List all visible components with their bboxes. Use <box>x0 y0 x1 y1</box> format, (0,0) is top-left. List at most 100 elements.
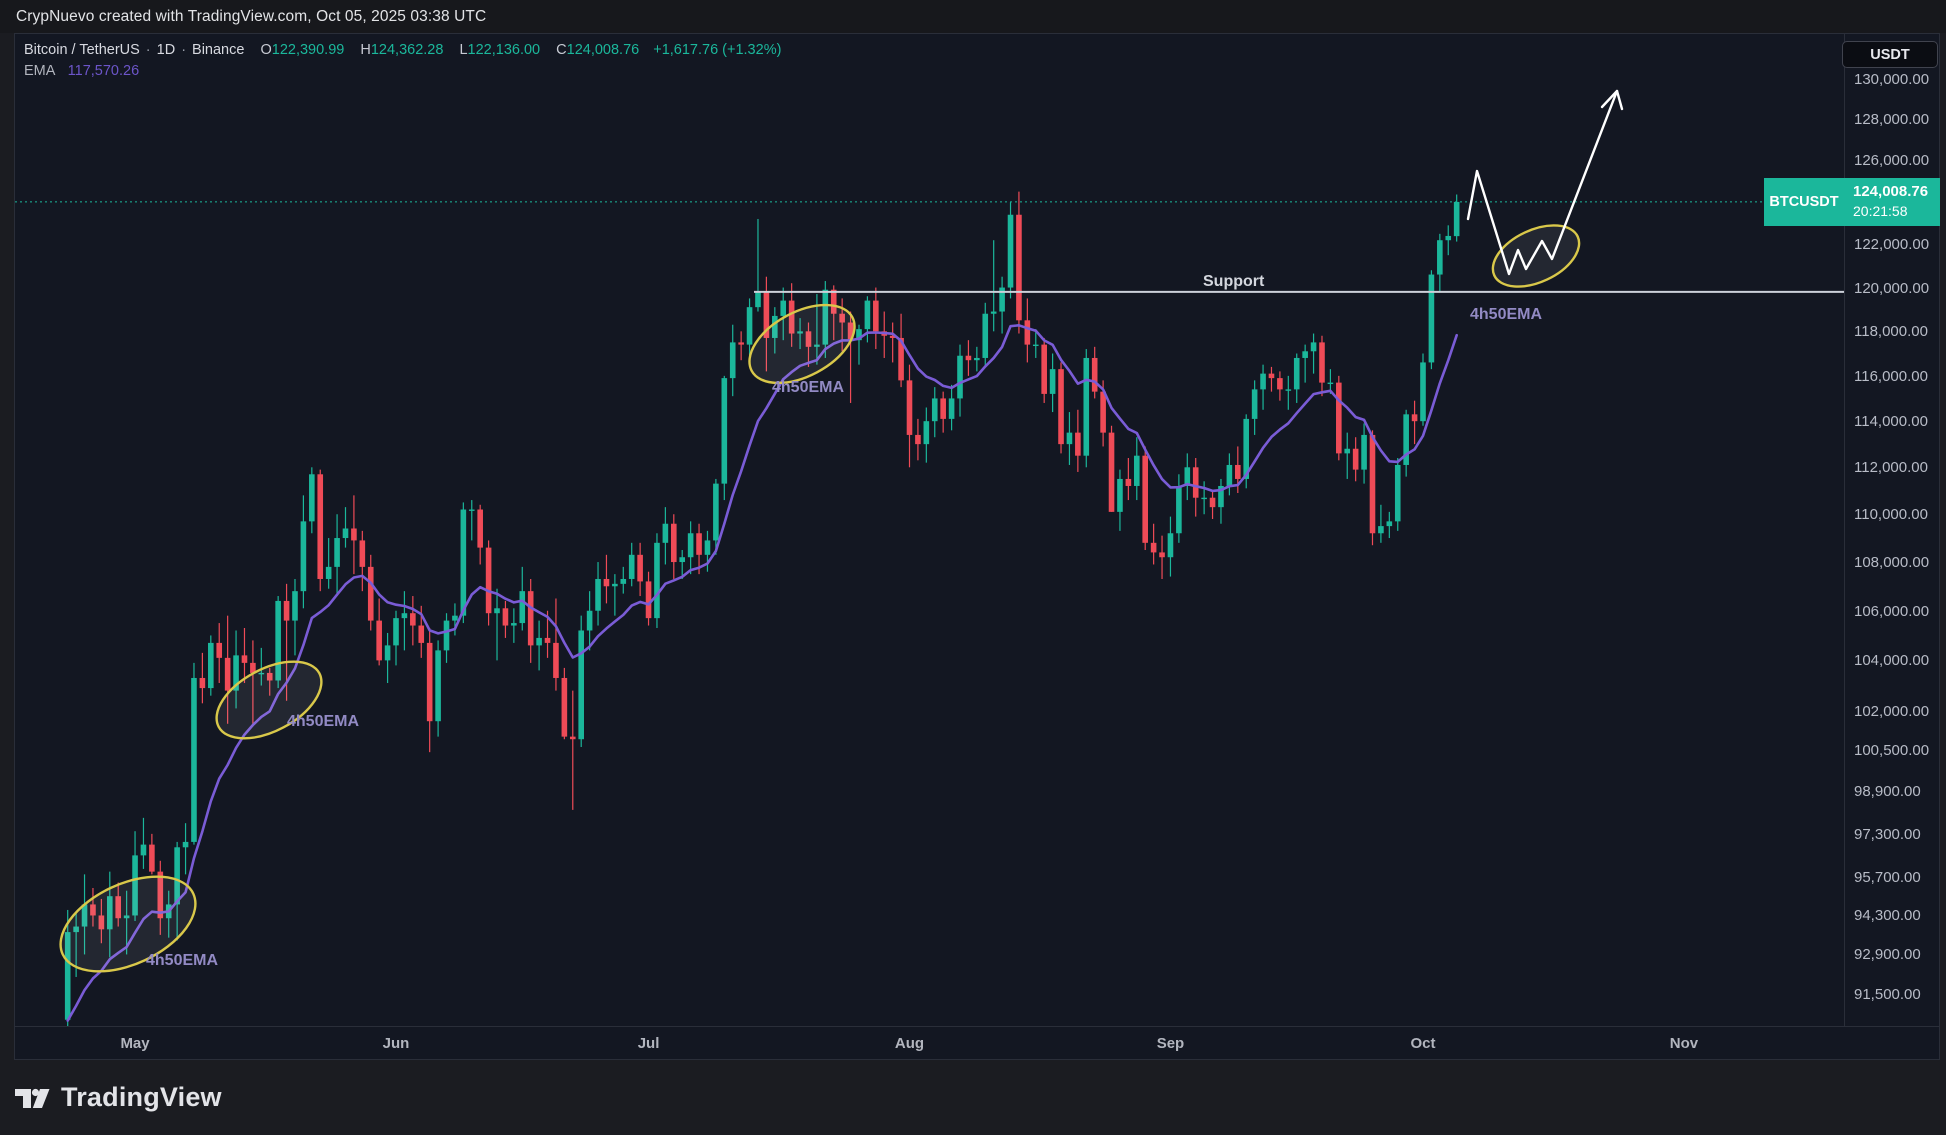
candle <box>687 521 694 575</box>
ema-annotation-label: 4h50EMA <box>287 713 359 730</box>
time-axis[interactable]: May Jun Jul Aug Sep Oct Nov <box>15 1026 1939 1060</box>
candle <box>1226 453 1233 496</box>
price-tick-label: 94,300.00 <box>1854 907 1921 925</box>
price-label-values: 124,008.76 20:21:58 <box>1844 177 1940 226</box>
price-label-symbol: BTCUSDT <box>1764 177 1844 226</box>
candlestick-chart[interactable]: Support 4h50EMA 4h50EMA 4h50EMA 4h50EMA <box>15 34 1844 1026</box>
candle <box>208 635 214 696</box>
candle <box>940 391 946 433</box>
price-tick-label: 102,000.00 <box>1854 702 1930 720</box>
candle <box>477 504 483 565</box>
candle <box>81 874 88 955</box>
separator: · <box>145 42 151 58</box>
high-label: H <box>360 42 371 58</box>
candle <box>443 613 450 663</box>
candle <box>1411 400 1418 445</box>
candle <box>393 610 399 666</box>
month-tick-label: Oct <box>1410 1035 1436 1052</box>
highlight-ellipse <box>59 875 197 973</box>
candle <box>780 287 787 341</box>
candle <box>1344 432 1351 479</box>
candle <box>772 307 778 354</box>
candle <box>1369 430 1376 546</box>
candle <box>527 578 534 663</box>
candle <box>822 281 829 358</box>
ema-indicator-value: 117,570.26 <box>67 63 140 79</box>
chart-panel: Support 4h50EMA 4h50EMA 4h50EMA 4h50EMA Bitc… <box>14 33 1940 1060</box>
candle <box>729 324 736 397</box>
candle <box>1420 353 1426 426</box>
candle <box>376 598 382 666</box>
candle <box>586 591 593 651</box>
candle <box>494 588 500 661</box>
candle <box>309 467 315 534</box>
candle <box>216 623 223 684</box>
candle <box>1041 337 1047 403</box>
legend-symbol-row: Bitcoin / TetherUS · 1D · Binance O122,390.9… <box>24 40 781 61</box>
exchange-label: Binance <box>192 42 245 58</box>
candle <box>915 418 921 461</box>
price-label-price: 124,008.76 <box>1853 182 1929 200</box>
candle <box>241 628 248 684</box>
month-tick-label: Jul <box>637 1035 660 1052</box>
price-axis[interactable]: 130,000.00128,000.00126,000.00124,000.00… <box>1844 34 1939 1026</box>
candle <box>1394 458 1401 531</box>
footer-branding: TradingView <box>0 1060 1946 1135</box>
candle <box>670 514 677 579</box>
highlight-ellipse <box>215 660 323 740</box>
price-tick-label: 91,500.00 <box>1854 986 1921 1003</box>
price-tick-label: 116,000.00 <box>1854 367 1928 385</box>
close-label: C <box>556 42 567 58</box>
price-tick-label: 106,000.00 <box>1854 602 1930 620</box>
currency-unit-button[interactable]: USDT <box>1842 41 1938 68</box>
separator: · <box>181 42 187 58</box>
candle <box>948 384 955 431</box>
candle <box>1336 375 1342 461</box>
candle <box>746 298 753 358</box>
month-tick-label: Jun <box>382 1035 410 1052</box>
candle <box>1201 481 1207 515</box>
candle <box>325 538 332 589</box>
candle <box>713 478 719 555</box>
candle <box>1016 191 1022 334</box>
candle <box>1428 270 1435 370</box>
candle <box>275 596 281 689</box>
candle <box>923 407 930 463</box>
candle <box>1049 353 1056 413</box>
candle <box>645 571 652 626</box>
highlight-ellipse <box>1491 224 1581 288</box>
candle <box>317 469 324 592</box>
candle <box>132 831 138 921</box>
candle <box>334 514 340 597</box>
candle <box>292 578 298 656</box>
candle <box>637 542 643 597</box>
change-value: +1,617.76 (+1.32%) <box>653 42 782 58</box>
legend-ema-row: EMA 117,570.26 <box>24 61 781 82</box>
candle <box>98 898 105 944</box>
candle <box>351 495 357 575</box>
candle <box>662 507 669 565</box>
candle <box>460 502 467 624</box>
candle <box>115 882 122 927</box>
candle <box>1285 375 1292 410</box>
candle <box>578 615 584 747</box>
candle <box>182 823 189 875</box>
price-tick-label: 95,700.00 <box>1854 869 1921 887</box>
price-tick-label: 97,300.00 <box>1854 825 1921 843</box>
candle <box>1403 409 1409 477</box>
price-tick-label: 110,000.00 <box>1854 506 1928 524</box>
price-tick-label: 118,000.00 <box>1854 323 1928 341</box>
current-price-label: BTCUSDT 124,008.76 20:21:58 <box>1764 177 1940 226</box>
low-value: 122,136.00 <box>467 42 541 58</box>
candle <box>654 533 660 629</box>
ema-annotation-label: 4h50EMA <box>1470 306 1542 323</box>
candle <box>738 331 744 361</box>
candle <box>1159 535 1165 579</box>
candle <box>1091 346 1098 399</box>
candle <box>106 871 113 958</box>
candle <box>965 340 972 376</box>
candle <box>679 550 686 579</box>
candle <box>1075 409 1081 472</box>
price-tick-label: 114,000.00 <box>1854 413 1928 431</box>
candle <box>266 667 273 696</box>
